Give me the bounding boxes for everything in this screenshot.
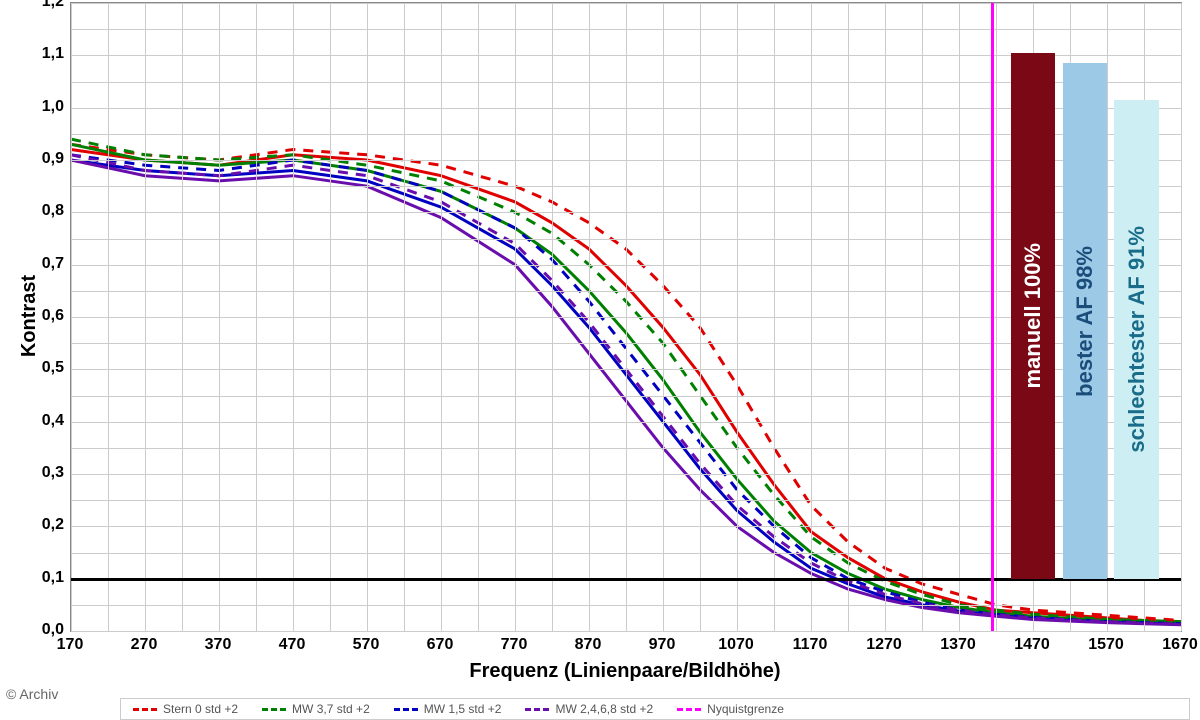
y-tick: 1,2 (34, 0, 64, 11)
legend-item: MW 1,5 std +2 (394, 702, 502, 716)
x-tick: 770 (501, 636, 528, 654)
af-bar: manuell 100% (1011, 53, 1055, 579)
x-tick: 1570 (1088, 636, 1124, 654)
y-tick: 0,5 (34, 359, 64, 377)
x-tick: 1170 (793, 636, 828, 654)
y-tick: 0,2 (34, 516, 64, 534)
chart-container: manuell 100%bester AF 98%schlechtester A… (0, 0, 1200, 720)
x-tick: 1370 (940, 636, 976, 654)
credit-text: © Archiv (6, 686, 58, 702)
legend-item: Nyquistgrenze (677, 702, 784, 716)
y-tick: 0,9 (34, 150, 64, 168)
af-bar: bester AF 98% (1063, 63, 1107, 578)
x-tick: 570 (353, 636, 380, 654)
x-tick: 870 (575, 636, 602, 654)
x-tick: 970 (649, 636, 676, 654)
af-bar: schlechtester AF 91% (1114, 100, 1158, 579)
y-tick: 1,1 (34, 45, 64, 63)
y-tick: 0,1 (34, 569, 64, 587)
legend-item: MW 3,7 std +2 (262, 702, 370, 716)
legend-item: MW 2,4,6,8 std +2 (525, 702, 653, 716)
plot-area: manuell 100%bester AF 98%schlechtester A… (70, 2, 1182, 632)
x-tick: 1670 (1162, 636, 1198, 654)
y-tick: 0,7 (34, 255, 64, 273)
x-tick: 270 (131, 636, 158, 654)
x-axis-label: Frequenz (Linienpaare/Bildhöhe) (469, 660, 780, 683)
x-tick: 470 (279, 636, 306, 654)
y-tick: 0,6 (34, 307, 64, 325)
y-tick: 0,8 (34, 202, 64, 220)
y-tick: 0,0 (34, 621, 64, 639)
legend: Stern 0 std +2 MW 3,7 std +2 MW 1,5 std +2… (120, 698, 1190, 720)
x-tick: 1470 (1014, 636, 1050, 654)
x-tick: 1270 (866, 636, 902, 654)
y-tick: 0,4 (34, 412, 64, 430)
y-tick: 0,3 (34, 464, 64, 482)
legend-item: Stern 0 std +2 (133, 702, 238, 716)
y-tick: 1,0 (34, 98, 64, 116)
x-tick: 370 (205, 636, 232, 654)
x-tick: 670 (427, 636, 454, 654)
x-tick: 1070 (718, 636, 754, 654)
